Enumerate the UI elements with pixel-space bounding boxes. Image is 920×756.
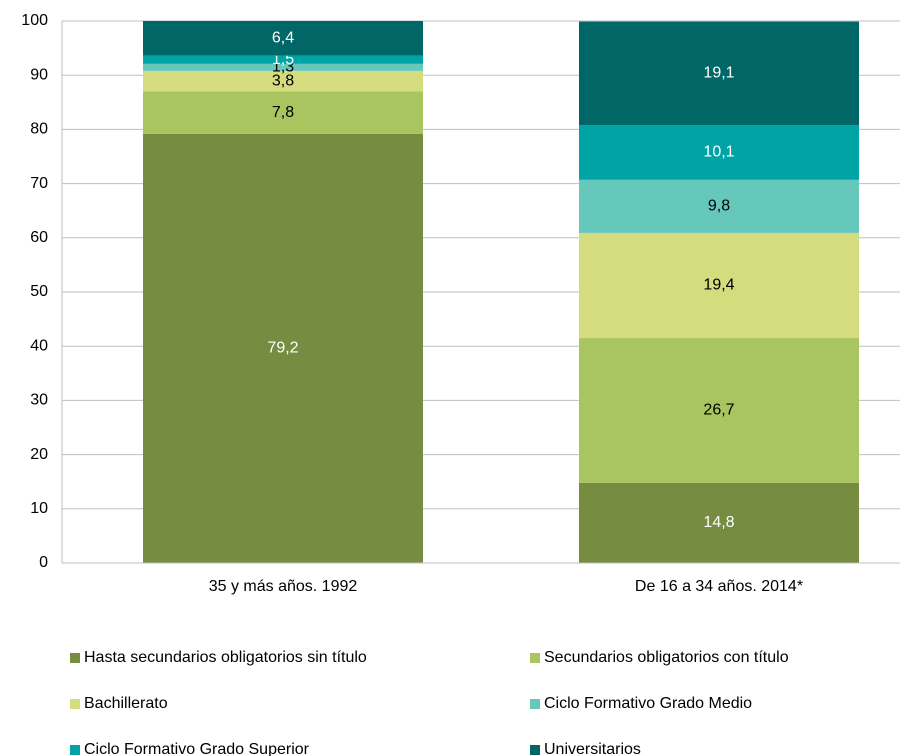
data-label: 10,1 xyxy=(703,144,734,161)
bar-segment xyxy=(579,21,859,126)
legend-label: Secundarios obligatorios con título xyxy=(544,649,789,666)
legend-label: Hasta secundarios obligatorios sin títul… xyxy=(84,649,367,666)
x-tick-label: De 16 a 34 años. 2014* xyxy=(635,578,803,595)
legend-swatch xyxy=(530,745,540,755)
data-label: 7,8 xyxy=(272,104,294,121)
bar-segment xyxy=(143,70,423,92)
bar-segment xyxy=(143,91,423,134)
data-label: 19,1 xyxy=(703,65,734,82)
y-tick-label: 10 xyxy=(30,500,48,517)
bar-segment xyxy=(579,482,859,563)
data-label: 6,4 xyxy=(272,30,294,47)
legend-swatch xyxy=(70,745,80,755)
data-label: 9,8 xyxy=(708,198,730,215)
bar-segment xyxy=(579,179,859,233)
y-tick-label: 0 xyxy=(39,554,48,571)
bar-segment xyxy=(143,63,423,71)
data-label: 26,7 xyxy=(703,402,734,419)
legend-label: Ciclo Formativo Grado Superior xyxy=(84,741,310,756)
y-tick-label: 80 xyxy=(30,121,48,138)
data-label: 3,8 xyxy=(272,72,294,89)
data-label: 14,8 xyxy=(703,514,734,531)
legend-label: Ciclo Formativo Grado Medio xyxy=(544,695,752,712)
bar-segment xyxy=(579,232,859,339)
bar-segment xyxy=(143,21,423,56)
legend-swatch xyxy=(70,699,80,709)
bar-segment xyxy=(579,125,859,180)
y-tick-label: 70 xyxy=(30,175,48,192)
y-tick-label: 90 xyxy=(30,66,48,83)
legend-label: Bachillerato xyxy=(84,695,168,712)
data-label: 79,2 xyxy=(267,340,298,357)
y-tick-label: 20 xyxy=(30,446,48,463)
data-label: 19,4 xyxy=(703,277,734,294)
bar-segment xyxy=(143,55,423,64)
y-tick-label: 100 xyxy=(21,12,48,29)
bar-segment xyxy=(143,133,423,563)
legend-swatch xyxy=(70,653,80,663)
y-tick-label: 40 xyxy=(30,337,48,354)
legend-swatch xyxy=(530,653,540,663)
legend-swatch xyxy=(530,699,540,709)
y-tick-label: 60 xyxy=(30,229,48,246)
bar-segment xyxy=(579,338,859,483)
legend-label: Universitarios xyxy=(544,741,641,756)
x-tick-label: 35 y más años. 1992 xyxy=(209,578,358,595)
y-tick-label: 50 xyxy=(30,283,48,300)
y-tick-label: 30 xyxy=(30,392,48,409)
